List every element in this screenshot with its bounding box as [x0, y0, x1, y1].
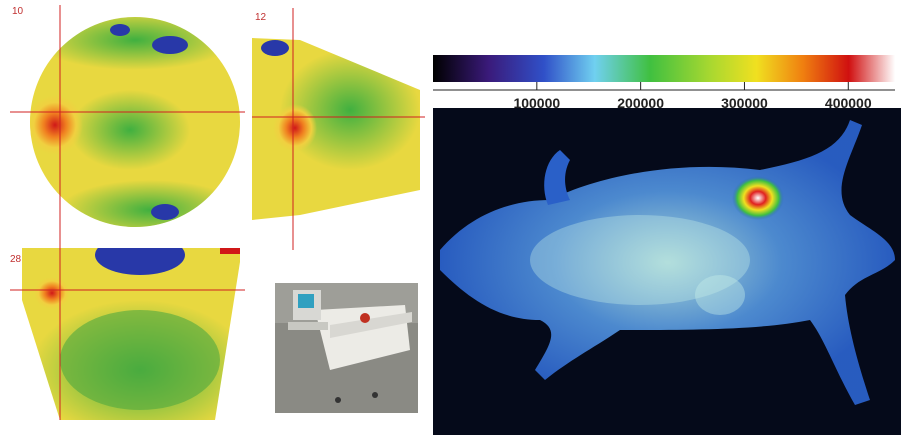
colorbar: [433, 55, 895, 82]
tick-label: 400000: [825, 95, 872, 111]
luminescence-image: [433, 108, 901, 435]
slice-panel: [25, 10, 245, 240]
tick-label: 200000: [617, 95, 664, 111]
panel-label: 28: [10, 254, 22, 265]
panel-label: 12: [255, 12, 267, 23]
slice-panel: [250, 35, 425, 225]
tick-label: 300000: [721, 95, 768, 111]
instrument-photo: [275, 283, 418, 413]
tick-label: 100000: [513, 95, 560, 111]
panel-label: 10: [12, 6, 24, 17]
figure: 10 12 28 100000 200000 300000 400000: [0, 0, 901, 435]
slice-panel: [20, 235, 250, 435]
colorbar-ticks: 100000 200000 300000 400000: [513, 82, 871, 111]
